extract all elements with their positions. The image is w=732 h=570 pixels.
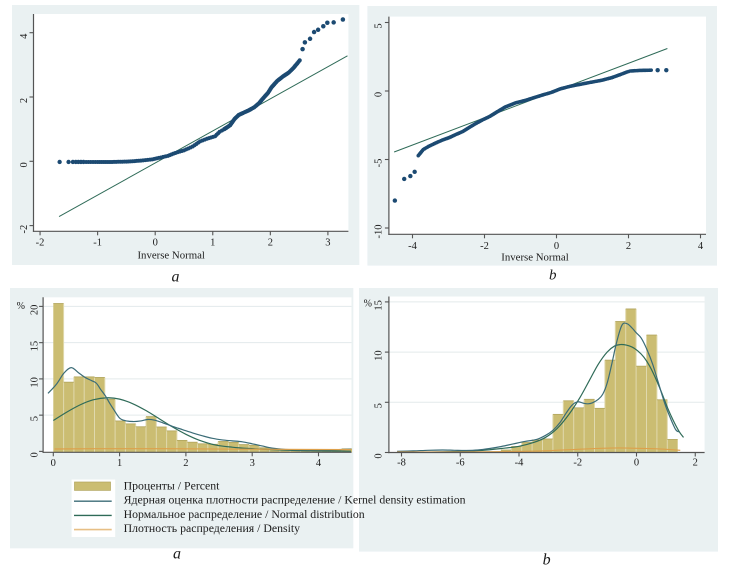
svg-text:Inverse Normal: Inverse Normal: [501, 252, 568, 264]
svg-text:2: 2: [268, 238, 273, 249]
svg-text:0: 0: [373, 92, 384, 97]
svg-text:5: 5: [374, 403, 385, 408]
svg-text:b: b: [549, 268, 557, 284]
svg-text:Плотность распределения / Dens: Плотность распределения / Density: [124, 521, 301, 535]
svg-text:a: a: [173, 546, 181, 563]
svg-text:Inverse Normal: Inverse Normal: [137, 249, 204, 261]
svg-text:-4: -4: [515, 458, 524, 469]
svg-text:5: 5: [373, 23, 384, 28]
svg-text:-2: -2: [573, 458, 582, 469]
svg-text:5: 5: [30, 416, 41, 421]
svg-text:%: %: [17, 301, 25, 312]
svg-text:-4: -4: [408, 241, 417, 252]
svg-text:0: 0: [30, 452, 41, 457]
svg-text:1: 1: [210, 238, 215, 249]
svg-text:15: 15: [374, 300, 385, 311]
svg-text:2: 2: [626, 241, 631, 252]
svg-text:4: 4: [698, 241, 704, 252]
svg-text:20: 20: [30, 305, 41, 316]
svg-text:Ядерная оценка плотности распр: Ядерная оценка плотности распределение /…: [124, 493, 466, 507]
svg-text:-8: -8: [397, 458, 406, 469]
svg-text:Проценты / Percent: Проценты / Percent: [124, 478, 221, 492]
svg-text:3: 3: [250, 458, 255, 469]
svg-text:Нормальное распределение / Nor: Нормальное распределение / Normal distri…: [124, 507, 365, 521]
svg-text:a: a: [172, 269, 180, 286]
svg-text:2: 2: [19, 98, 30, 103]
svg-text:10: 10: [30, 377, 41, 388]
svg-text:%: %: [364, 299, 372, 310]
svg-text:-5: -5: [373, 159, 384, 168]
svg-text:0: 0: [634, 458, 639, 469]
svg-text:1: 1: [117, 458, 122, 469]
svg-text:3: 3: [325, 238, 330, 249]
svg-text:-2: -2: [36, 238, 45, 249]
svg-text:0: 0: [19, 162, 30, 167]
svg-text:-6: -6: [456, 458, 465, 469]
svg-text:-1: -1: [93, 238, 102, 249]
svg-text:4: 4: [19, 33, 30, 39]
svg-text:0: 0: [153, 238, 158, 249]
svg-text:4: 4: [316, 458, 322, 469]
svg-text:0: 0: [51, 458, 56, 469]
svg-text:b: b: [543, 552, 551, 569]
svg-text:-2: -2: [19, 225, 30, 234]
svg-text:0: 0: [374, 453, 385, 458]
svg-text:10: 10: [374, 350, 385, 361]
svg-text:0: 0: [554, 241, 559, 252]
svg-text:-10: -10: [373, 225, 384, 239]
svg-text:2: 2: [693, 458, 698, 469]
svg-text:15: 15: [30, 341, 41, 352]
svg-text:-2: -2: [480, 241, 489, 252]
svg-text:2: 2: [183, 458, 188, 469]
